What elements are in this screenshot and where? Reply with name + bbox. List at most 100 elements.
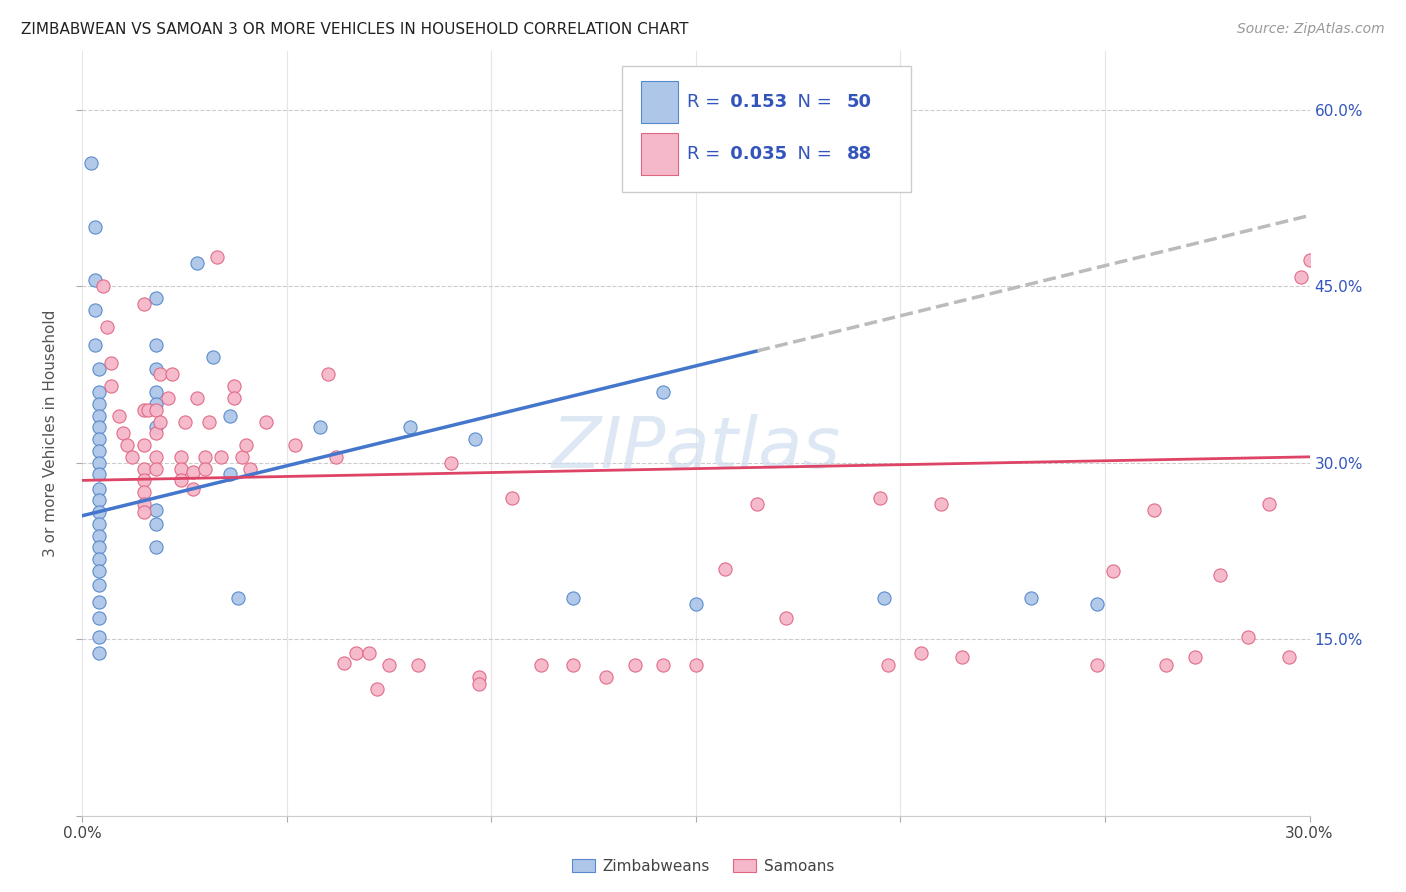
Point bbox=[132, 438, 155, 452]
Legend: Zimbabweans, Samoans: Zimbabweans, Samoans bbox=[567, 853, 839, 880]
Point bbox=[83, 338, 105, 352]
Point bbox=[87, 647, 110, 661]
Point bbox=[87, 432, 110, 446]
Point bbox=[198, 415, 221, 429]
Point bbox=[1143, 503, 1166, 517]
Point bbox=[132, 474, 155, 488]
Text: N =: N = bbox=[786, 145, 837, 163]
Point bbox=[149, 415, 172, 429]
Y-axis label: 3 or more Vehicles in Household: 3 or more Vehicles in Household bbox=[44, 310, 58, 557]
Point bbox=[145, 338, 167, 352]
Point bbox=[346, 647, 368, 661]
Point bbox=[464, 432, 486, 446]
Point bbox=[87, 630, 110, 644]
Point bbox=[222, 379, 245, 393]
Point bbox=[136, 402, 159, 417]
Point bbox=[87, 564, 110, 578]
FancyBboxPatch shape bbox=[623, 66, 911, 193]
Point bbox=[145, 397, 167, 411]
Point bbox=[685, 597, 707, 611]
Point bbox=[87, 385, 110, 400]
Point bbox=[145, 402, 167, 417]
Point bbox=[162, 368, 184, 382]
Point bbox=[652, 385, 675, 400]
Point bbox=[132, 497, 155, 511]
Point bbox=[87, 541, 110, 555]
Point bbox=[1021, 591, 1043, 606]
Point bbox=[713, 562, 735, 576]
Point bbox=[685, 658, 707, 673]
Point bbox=[406, 658, 429, 673]
Point bbox=[145, 426, 167, 441]
Point bbox=[145, 420, 167, 434]
Point bbox=[468, 677, 491, 691]
Point bbox=[145, 461, 167, 475]
Point bbox=[1278, 650, 1301, 665]
Point bbox=[132, 402, 155, 417]
Text: 50: 50 bbox=[846, 93, 872, 111]
Point bbox=[83, 220, 105, 235]
Point bbox=[87, 420, 110, 434]
Point bbox=[91, 279, 114, 293]
Point bbox=[218, 409, 240, 423]
Point bbox=[284, 438, 307, 452]
FancyBboxPatch shape bbox=[641, 81, 678, 123]
Point bbox=[222, 391, 245, 405]
Point bbox=[108, 409, 131, 423]
Point bbox=[87, 409, 110, 423]
Point bbox=[1184, 650, 1206, 665]
Point bbox=[87, 444, 110, 458]
Text: ZIMBABWEAN VS SAMOAN 3 OR MORE VEHICLES IN HOUSEHOLD CORRELATION CHART: ZIMBABWEAN VS SAMOAN 3 OR MORE VEHICLES … bbox=[21, 22, 689, 37]
Point bbox=[145, 361, 167, 376]
Point bbox=[186, 391, 208, 405]
Point bbox=[218, 467, 240, 482]
Point bbox=[366, 681, 388, 696]
Point bbox=[1102, 564, 1125, 578]
Point bbox=[87, 467, 110, 482]
Point bbox=[83, 273, 105, 287]
Point bbox=[378, 658, 401, 673]
Point bbox=[1085, 658, 1108, 673]
Text: 0.035: 0.035 bbox=[724, 145, 787, 163]
Point bbox=[256, 415, 278, 429]
Point bbox=[1298, 253, 1320, 268]
Point bbox=[439, 456, 461, 470]
Text: 88: 88 bbox=[846, 145, 872, 163]
Point bbox=[877, 658, 900, 673]
Point bbox=[186, 255, 208, 269]
Point bbox=[100, 379, 122, 393]
Point bbox=[1085, 597, 1108, 611]
Text: R =: R = bbox=[688, 93, 727, 111]
Point bbox=[1237, 630, 1260, 644]
Point bbox=[398, 420, 420, 434]
Point bbox=[87, 493, 110, 508]
Point bbox=[1291, 269, 1313, 284]
Point bbox=[1208, 567, 1230, 582]
Point bbox=[96, 320, 118, 334]
Point bbox=[468, 670, 491, 684]
Text: R =: R = bbox=[688, 145, 727, 163]
Point bbox=[652, 658, 675, 673]
Point bbox=[157, 391, 180, 405]
Point bbox=[562, 591, 585, 606]
Point bbox=[1156, 658, 1178, 673]
Point bbox=[132, 505, 155, 519]
Point bbox=[325, 450, 347, 464]
Point bbox=[145, 516, 167, 531]
Text: ZIPatlas: ZIPatlas bbox=[551, 414, 841, 483]
Point bbox=[145, 450, 167, 464]
Point bbox=[869, 491, 891, 505]
Point bbox=[169, 474, 191, 488]
Point bbox=[173, 415, 195, 429]
Point bbox=[194, 450, 217, 464]
Point bbox=[79, 155, 101, 169]
Point bbox=[87, 529, 110, 543]
Point bbox=[121, 450, 143, 464]
Text: 0.153: 0.153 bbox=[724, 93, 787, 111]
Point bbox=[87, 482, 110, 496]
Point bbox=[910, 647, 932, 661]
Point bbox=[145, 385, 167, 400]
Point bbox=[169, 461, 191, 475]
Point bbox=[239, 461, 262, 475]
Point bbox=[529, 658, 551, 673]
